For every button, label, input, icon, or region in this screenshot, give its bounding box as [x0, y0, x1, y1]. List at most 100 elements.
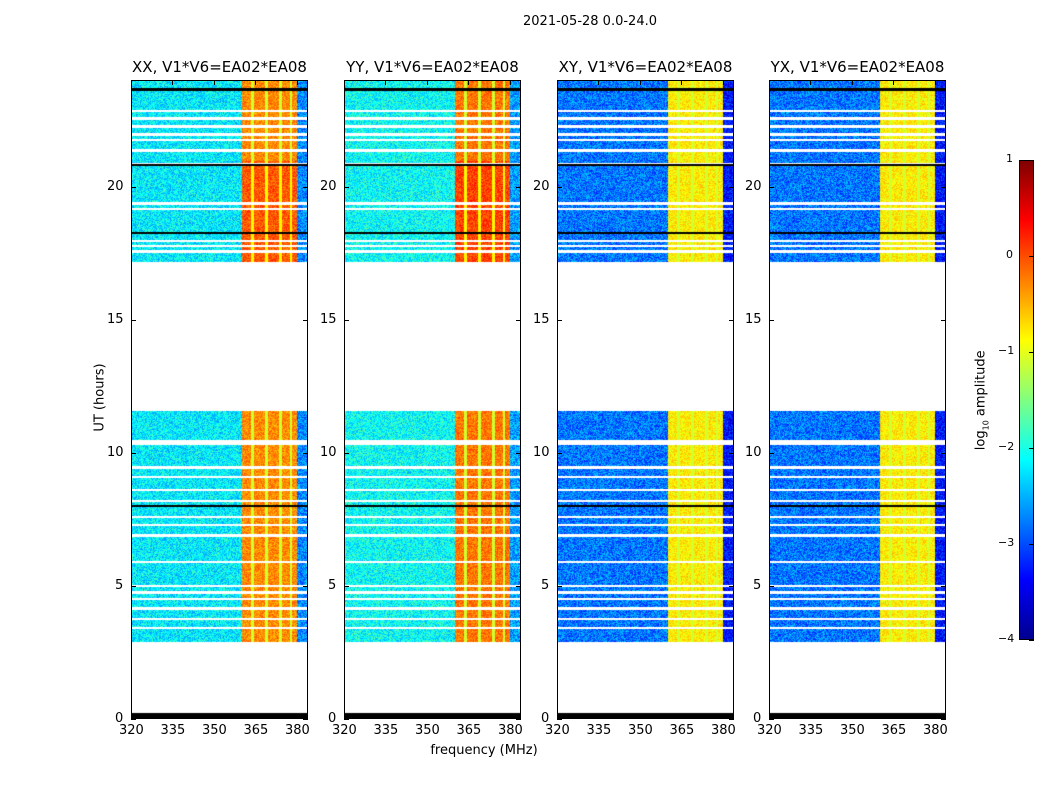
y-tick-mark — [729, 585, 734, 587]
x-tick-mark — [426, 714, 428, 719]
colorbar-tick-label: −1 — [998, 344, 1015, 357]
panel-title: YX, V1*V6=EA02*EA08 — [770, 58, 945, 76]
heatmap-image — [345, 81, 520, 718]
y-tick-mark — [516, 452, 521, 454]
y-tick-mark — [729, 719, 734, 720]
y-tick-label: 5 — [541, 577, 550, 593]
x-tick-mark — [722, 714, 724, 719]
y-tick-mark — [769, 452, 774, 454]
y-tick-mark — [941, 585, 946, 587]
x-tick-mark — [893, 714, 895, 719]
panel-title: YY, V1*V6=EA02*EA08 — [346, 58, 519, 76]
y-tick-label: 20 — [533, 178, 550, 194]
x-tick-mark — [851, 714, 853, 719]
x-tick-mark — [769, 714, 770, 719]
x-tick-mark — [296, 714, 298, 719]
y-tick-mark — [557, 319, 562, 321]
y-tick-mark — [729, 452, 734, 454]
x-tick-label: 380 — [284, 723, 310, 738]
y-tick-mark — [557, 186, 562, 188]
x-tick-label: 380 — [497, 723, 523, 738]
heatmap-image — [558, 81, 733, 718]
x-tick-label: 335 — [586, 723, 612, 738]
x-axis-label: frequency (MHz) — [430, 743, 538, 758]
y-tick-label: 20 — [107, 178, 124, 194]
y-tick-mark — [131, 719, 136, 720]
y-tick-mark — [344, 585, 349, 587]
y-tick-mark — [303, 319, 308, 321]
heatmap-image — [770, 81, 945, 718]
y-tick-label: 10 — [107, 444, 124, 460]
y-tick-label: 10 — [533, 444, 550, 460]
y-tick-mark — [344, 319, 349, 321]
x-tick-mark — [213, 80, 215, 85]
y-tick-mark — [303, 585, 308, 587]
x-tick-label: 365 — [243, 723, 269, 738]
y-tick-mark — [769, 585, 774, 587]
y-tick-label: 0 — [541, 711, 550, 726]
y-tick-mark — [941, 719, 946, 720]
panel-title: XX, V1*V6=EA02*EA08 — [132, 58, 307, 76]
y-tick-mark — [769, 319, 774, 321]
y-tick-mark — [344, 452, 349, 454]
x-tick-label: 350 — [201, 723, 227, 738]
x-tick-mark — [681, 714, 683, 719]
y-tick-label: 20 — [745, 178, 762, 194]
y-tick-mark — [516, 585, 521, 587]
x-tick-mark — [213, 714, 215, 719]
x-tick-label: 320 — [119, 723, 144, 738]
y-tick-mark — [131, 186, 136, 188]
y-tick-label: 5 — [328, 577, 337, 593]
y-tick-mark — [516, 719, 521, 720]
x-tick-mark — [639, 714, 641, 719]
x-tick-mark — [172, 80, 174, 85]
x-tick-mark — [851, 80, 853, 85]
heatmap-panel-1 — [131, 80, 308, 719]
x-tick-label: 335 — [160, 723, 186, 738]
colorbar-tick-mark — [1029, 448, 1034, 449]
x-tick-mark — [385, 714, 387, 719]
colorbar-tick-label: −3 — [998, 536, 1015, 549]
y-tick-mark — [303, 719, 308, 720]
x-tick-mark — [681, 80, 683, 85]
x-tick-label: 350 — [627, 723, 653, 738]
x-tick-label: 335 — [798, 723, 824, 738]
y-tick-label: 15 — [533, 311, 550, 327]
x-tick-mark — [344, 714, 345, 719]
y-tick-mark — [769, 719, 774, 720]
x-tick-label: 320 — [545, 723, 570, 738]
y-tick-mark — [303, 186, 308, 188]
panel-title: XY, V1*V6=EA02*EA08 — [558, 58, 733, 76]
colorbar — [1019, 160, 1034, 640]
y-tick-label: 5 — [115, 577, 124, 593]
colorbar-label: log10 amplitude — [973, 350, 991, 451]
x-tick-mark — [172, 714, 174, 719]
x-tick-mark — [893, 80, 895, 85]
x-tick-label: 320 — [332, 723, 357, 738]
x-tick-mark — [639, 80, 641, 85]
colorbar-tick-mark — [1029, 160, 1034, 161]
heatmap-image — [132, 81, 307, 718]
x-tick-mark — [598, 80, 600, 85]
x-tick-mark — [598, 714, 600, 719]
y-tick-mark — [557, 452, 562, 454]
x-tick-mark — [468, 714, 470, 719]
x-tick-mark — [426, 80, 428, 85]
y-tick-label: 10 — [745, 444, 762, 460]
heatmap-panel-2 — [344, 80, 521, 719]
x-tick-label: 365 — [669, 723, 695, 738]
x-tick-mark — [557, 714, 558, 719]
x-tick-mark — [385, 80, 387, 85]
colorbar-tick-mark — [1029, 544, 1034, 545]
x-tick-label: 365 — [881, 723, 907, 738]
y-tick-label: 20 — [320, 178, 337, 194]
colorbar-tick-label: −2 — [998, 440, 1015, 453]
x-tick-mark — [131, 714, 132, 719]
y-tick-label: 15 — [107, 311, 124, 327]
y-tick-mark — [729, 186, 734, 188]
x-tick-mark — [344, 80, 345, 85]
y-tick-mark — [941, 186, 946, 188]
y-tick-mark — [557, 585, 562, 587]
x-tick-mark — [468, 80, 470, 85]
x-tick-label: 380 — [710, 723, 736, 738]
